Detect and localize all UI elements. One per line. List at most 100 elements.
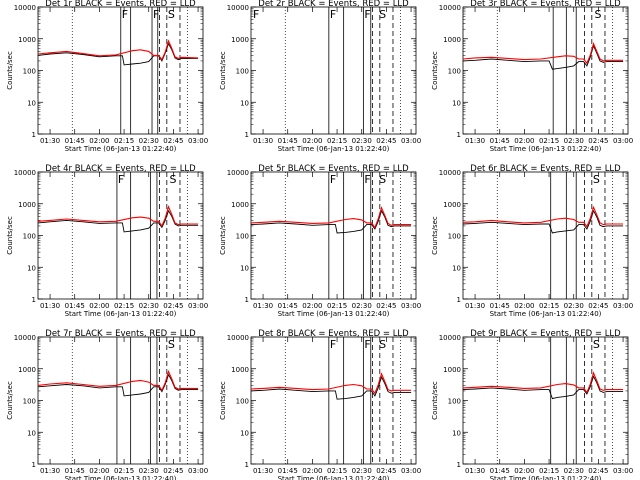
lld-series-line: [37, 369, 199, 392]
x-tick-label: 03:00: [613, 467, 633, 475]
x-tick-label: 01:45: [490, 467, 510, 475]
x-axis-label: Start Time (06-Jan-13 01:22:40): [278, 475, 390, 480]
event-marker: F: [253, 8, 259, 21]
lld-series-line: [462, 205, 624, 228]
plot-frame: [37, 171, 204, 300]
x-tick-label: 01:45: [278, 467, 298, 475]
event-marker: S: [379, 173, 386, 186]
lld-series-line: [37, 205, 199, 228]
y-tick-label: 100: [23, 233, 36, 241]
x-tick-label: 01:30: [253, 302, 273, 310]
x-tick-label: 02:15: [327, 137, 347, 145]
y-tick-label: 100: [236, 233, 249, 241]
x-axis-label: Start Time (06-Jan-13 01:22:40): [490, 475, 602, 480]
y-tick-label: 1000: [18, 36, 36, 44]
y-tick-label: 10000: [14, 169, 36, 177]
x-tick-label: 02:00: [514, 302, 534, 310]
y-tick-label: 1000: [443, 366, 461, 374]
x-tick-label: 01:30: [40, 467, 60, 475]
y-tick-label: 1000: [231, 36, 249, 44]
y-tick-label: 1: [457, 131, 461, 139]
x-tick-label: 02:30: [564, 302, 584, 310]
y-tick-label: 100: [448, 398, 461, 406]
x-tick-label: 01:30: [465, 137, 485, 145]
x-tick-label: 02:45: [588, 467, 608, 475]
x-tick-label: 02:15: [114, 467, 134, 475]
x-tick-label: 02:15: [327, 302, 347, 310]
x-tick-label: 01:45: [490, 302, 510, 310]
x-tick-label: 02:45: [163, 302, 183, 310]
x-tick-label: 02:30: [139, 137, 159, 145]
x-tick-label: 01:45: [278, 302, 298, 310]
event-marker: F: [330, 173, 336, 186]
y-tick-label: 10: [27, 99, 36, 107]
y-axis-label: Counts/sec: [219, 381, 227, 420]
panel-title: Det 3r BLACK = Events, RED = LLD: [470, 0, 621, 9]
y-tick-label: 10000: [227, 334, 249, 342]
event-marker: S: [168, 8, 175, 21]
plot-frame: [250, 336, 417, 465]
x-tick-label: 02:45: [588, 137, 608, 145]
y-tick-label: 100: [23, 398, 36, 406]
event-marker: S: [379, 338, 386, 351]
event-marker: F: [364, 8, 370, 21]
x-tick-label: 01:30: [40, 302, 60, 310]
x-tick-label: 03:00: [188, 302, 208, 310]
x-tick-label: 02:15: [114, 137, 134, 145]
x-tick-label: 02:00: [89, 467, 109, 475]
y-tick-label: 1000: [231, 201, 249, 209]
x-tick-label: 02:30: [352, 467, 372, 475]
x-tick-label: 02:00: [302, 467, 322, 475]
y-axis-label: Counts/sec: [6, 216, 14, 255]
lld-series-line: [250, 372, 412, 395]
y-axis-label: Counts/sec: [431, 216, 439, 255]
event-marker: F: [118, 173, 124, 186]
lld-series-line: [462, 42, 624, 65]
x-tick-label: 03:00: [613, 302, 633, 310]
x-tick-label: 03:00: [613, 137, 633, 145]
x-tick-label: 01:45: [490, 137, 510, 145]
lld-series-line: [250, 206, 412, 229]
x-tick-label: 02:30: [139, 467, 159, 475]
event-marker: F: [330, 8, 336, 21]
x-tick-label: 03:00: [188, 467, 208, 475]
panel-2: Det 2r BLACK = Events, RED = LLD 1 10 100 10…: [219, 0, 421, 153]
y-tick-label: 1: [245, 461, 249, 469]
event-marker: S: [169, 173, 176, 186]
x-tick-label: 02:45: [376, 467, 396, 475]
x-tick-label: 02:15: [539, 467, 559, 475]
x-tick-label: 01:45: [278, 137, 298, 145]
x-axis-label: Start Time (06-Jan-13 01:22:40): [278, 145, 390, 153]
y-tick-label: 10: [27, 429, 36, 437]
lld-series-line: [37, 39, 199, 61]
y-tick-label: 10: [240, 264, 249, 272]
x-tick-label: 01:30: [253, 467, 273, 475]
x-tick-label: 02:00: [89, 137, 109, 145]
event-marker: F: [330, 338, 336, 351]
x-tick-label: 03:00: [401, 302, 421, 310]
y-tick-label: 10: [452, 99, 461, 107]
y-axis-label: Counts/sec: [219, 216, 227, 255]
y-tick-label: 1: [32, 461, 36, 469]
panel-4: Det 4r BLACK = Events, RED = LLD 1 10 100 10…: [6, 164, 208, 318]
x-axis-label: Start Time (06-Jan-13 01:22:40): [65, 145, 177, 153]
y-axis-label: Counts/sec: [6, 381, 14, 420]
y-tick-label: 10: [452, 264, 461, 272]
y-tick-label: 1: [245, 296, 249, 304]
event-marker: F: [122, 8, 128, 21]
panel-title: Det 9r BLACK = Events, RED = LLD: [470, 329, 621, 339]
x-tick-label: 02:30: [564, 137, 584, 145]
x-tick-label: 02:30: [352, 137, 372, 145]
event-marker: S: [379, 8, 386, 21]
x-axis-label: Start Time (06-Jan-13 01:22:40): [490, 310, 602, 318]
y-tick-label: 10000: [227, 4, 249, 12]
x-tick-label: 02:15: [114, 302, 134, 310]
x-tick-label: 02:30: [352, 302, 372, 310]
x-tick-label: 02:45: [376, 137, 396, 145]
x-tick-label: 01:45: [65, 137, 85, 145]
panel-title: Det 2r BLACK = Events, RED = LLD: [258, 0, 409, 9]
y-tick-label: 10000: [14, 4, 36, 12]
panel-5: Det 5r BLACK = Events, RED = LLD 1 10 100 10…: [219, 164, 421, 318]
x-axis-label: Start Time (06-Jan-13 01:22:40): [65, 310, 177, 318]
x-tick-label: 01:30: [40, 137, 60, 145]
